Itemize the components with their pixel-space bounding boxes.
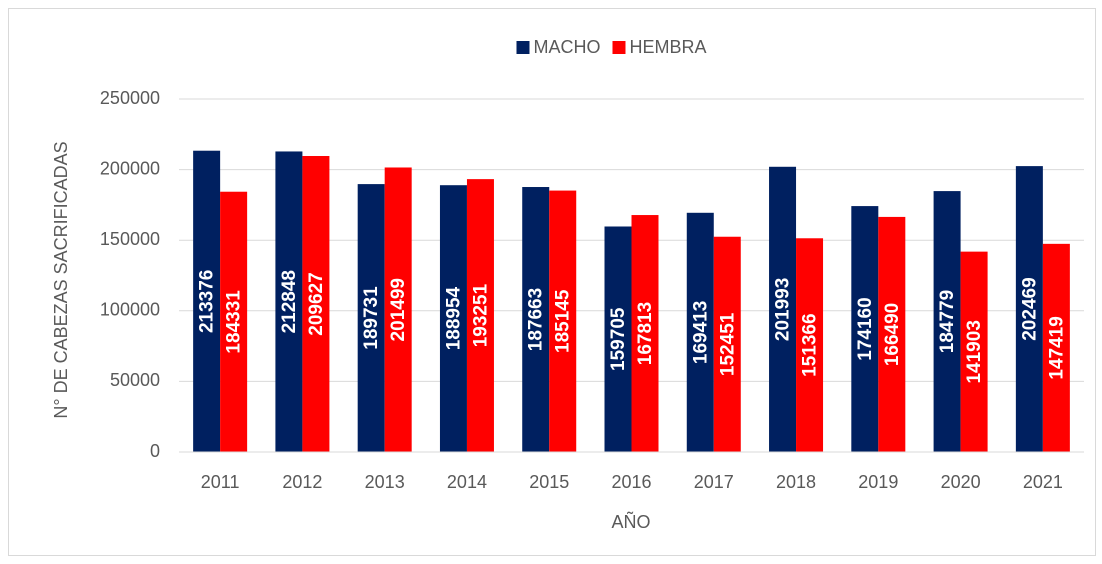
value-label: 147419 — [1046, 316, 1067, 379]
y-tick-label: 200000 — [100, 158, 160, 178]
x-tick-label: 2017 — [694, 472, 734, 492]
value-label: 185145 — [553, 289, 574, 353]
bar — [302, 156, 330, 452]
x-tick-label: 2018 — [776, 472, 816, 492]
x-tick-label: 2014 — [447, 472, 487, 492]
y-tick-label: 0 — [150, 441, 160, 461]
x-tick-label: 2020 — [941, 472, 981, 492]
bar — [851, 206, 879, 452]
y-axis-title: N° DE CABEZAS SACRIFICADAS — [51, 141, 71, 418]
value-label: 152451 — [717, 312, 738, 376]
legend-swatch — [516, 41, 530, 54]
value-label: 201499 — [388, 278, 409, 341]
legend-label: MACHO — [533, 37, 600, 57]
x-axis-title: AÑO — [611, 511, 650, 532]
bar — [1015, 166, 1043, 452]
y-tick-label: 150000 — [100, 229, 160, 249]
value-label: 169413 — [690, 301, 711, 364]
y-tick-label: 50000 — [110, 370, 160, 390]
bar — [960, 251, 988, 452]
bar — [796, 238, 824, 452]
bar — [933, 191, 961, 453]
bar — [193, 150, 221, 453]
value-label: 159705 — [608, 307, 629, 371]
bar — [1042, 243, 1070, 452]
legend-label: HEMBRA — [629, 37, 706, 57]
value-label: 212848 — [279, 270, 300, 333]
bar — [769, 166, 797, 452]
value-label: 193251 — [470, 283, 491, 347]
bar — [713, 236, 741, 452]
value-label: 213376 — [197, 270, 218, 333]
value-label: 201993 — [773, 278, 794, 341]
value-label: 187663 — [526, 288, 547, 351]
legend-swatch — [612, 41, 626, 54]
y-tick-label: 250000 — [100, 88, 160, 108]
x-tick-label: 2012 — [282, 472, 322, 492]
bar — [384, 167, 412, 453]
bar — [439, 185, 467, 452]
bar — [357, 184, 385, 452]
x-tick-label: 2011 — [201, 472, 240, 492]
bar — [220, 191, 248, 453]
bar — [549, 190, 577, 452]
value-label: 184779 — [937, 290, 958, 353]
value-label: 188954 — [443, 286, 464, 350]
bar — [686, 212, 714, 452]
value-label: 209627 — [306, 272, 327, 335]
bar — [522, 187, 550, 452]
value-label: 184331 — [224, 290, 245, 354]
x-tick-label: 2016 — [611, 472, 651, 492]
x-tick-label: 2019 — [858, 472, 898, 492]
value-label: 202469 — [1019, 277, 1040, 340]
bar — [275, 151, 303, 452]
value-label: 141903 — [964, 320, 985, 383]
bar — [878, 216, 906, 452]
value-label: 166490 — [882, 303, 903, 366]
x-tick-label: 2013 — [365, 472, 405, 492]
value-label: 167813 — [635, 302, 656, 365]
bar — [604, 226, 632, 452]
y-tick-label: 100000 — [100, 300, 160, 320]
bar — [466, 179, 494, 453]
value-label: 151366 — [800, 313, 821, 376]
bar — [631, 215, 659, 452]
x-tick-label: 2015 — [529, 472, 569, 492]
x-tick-label: 2021 — [1023, 472, 1063, 492]
value-label: 174160 — [855, 297, 876, 360]
value-label: 189731 — [361, 286, 382, 350]
